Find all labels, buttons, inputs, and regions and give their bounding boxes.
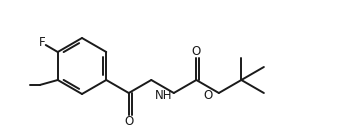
- Text: F: F: [38, 36, 45, 50]
- Text: NH: NH: [155, 89, 172, 102]
- Text: O: O: [203, 89, 212, 102]
- Text: O: O: [124, 115, 134, 128]
- Text: O: O: [192, 45, 201, 58]
